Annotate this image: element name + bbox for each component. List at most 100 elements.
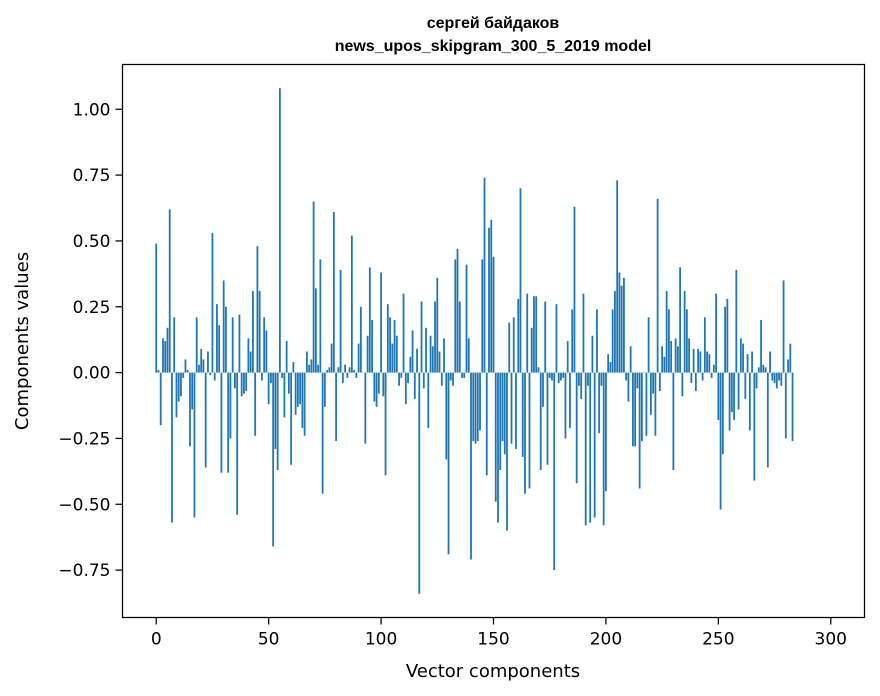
bar (775, 372, 778, 389)
bar (263, 317, 266, 373)
bar (231, 317, 234, 373)
bar (420, 301, 423, 373)
bar (611, 309, 614, 373)
bar (243, 372, 245, 394)
chart-title-line-1: сергей байдаков (427, 15, 560, 32)
bar (542, 372, 544, 407)
bar (247, 338, 250, 373)
bar (252, 290, 254, 373)
bar (274, 372, 277, 449)
bar (551, 372, 553, 381)
bar (393, 319, 396, 373)
bar (193, 372, 196, 518)
bar (216, 304, 218, 373)
bar (787, 359, 789, 373)
bar (290, 372, 293, 465)
bar (602, 372, 605, 526)
bar (368, 267, 371, 373)
bar (510, 372, 513, 444)
bar (189, 372, 191, 447)
bar (182, 372, 185, 378)
bar (632, 372, 634, 447)
bar (701, 372, 704, 381)
bar (699, 351, 702, 373)
bar (712, 364, 715, 373)
bar (647, 317, 650, 373)
bar (665, 290, 668, 373)
bar (463, 372, 466, 378)
bar (413, 372, 416, 399)
bar (395, 335, 398, 373)
x-tick-label: 250 (702, 630, 734, 650)
bar (204, 372, 207, 468)
bar (737, 372, 740, 410)
bar (245, 372, 248, 392)
bar (294, 372, 297, 415)
bar (494, 372, 497, 502)
y-tick-label: 0.50 (73, 232, 111, 252)
bar (778, 372, 780, 381)
bar (481, 259, 484, 373)
bar (429, 335, 432, 373)
bar (703, 317, 706, 373)
x-tick-label: 0 (151, 630, 162, 650)
bar (780, 372, 783, 386)
bar (418, 372, 421, 594)
x-axis-ticks: 0 50 100 150 200 250 300 (151, 617, 847, 650)
bar (332, 211, 335, 373)
bar (384, 372, 387, 476)
bar (638, 372, 641, 489)
bar (303, 372, 306, 436)
bar (636, 372, 639, 389)
y-tick-label: 1.00 (73, 100, 111, 120)
bar (339, 269, 342, 373)
plot-frame (121, 63, 866, 619)
y-tick-label: −0.25 (58, 429, 110, 449)
bar (220, 372, 223, 473)
bar (658, 372, 661, 392)
bar (276, 372, 279, 471)
bar (746, 354, 749, 373)
chart-title-line-2: news_upos_skipgram_300_5_2019 model (335, 38, 652, 55)
bar (560, 372, 562, 381)
bar (382, 372, 385, 397)
bar (267, 372, 270, 405)
bar (213, 372, 216, 381)
bar (398, 372, 400, 386)
bar (350, 235, 353, 373)
bar (308, 364, 311, 373)
bar (373, 372, 376, 402)
y-tick-label: −0.75 (58, 561, 110, 581)
bar (591, 335, 594, 373)
bar (261, 372, 263, 381)
bar (195, 317, 198, 373)
bar (649, 372, 652, 415)
bar (533, 296, 535, 373)
bar (526, 293, 529, 373)
bar (427, 372, 430, 428)
bar (719, 372, 722, 510)
bar (524, 372, 526, 494)
bar (265, 330, 268, 373)
x-tick-label: 50 (258, 630, 280, 650)
bar (272, 372, 275, 547)
bar (557, 372, 560, 384)
bar (359, 306, 362, 373)
bar (620, 285, 623, 373)
bar (762, 364, 765, 373)
bar (476, 372, 479, 442)
bar (710, 372, 713, 378)
bar (375, 372, 378, 407)
bar (539, 372, 542, 471)
bar (598, 372, 601, 434)
bar (472, 372, 475, 442)
bar (618, 272, 621, 373)
bar (728, 372, 731, 431)
bar (357, 343, 360, 373)
bar (445, 372, 448, 460)
x-tick-label: 200 (590, 630, 622, 650)
bar (184, 359, 187, 373)
bar (654, 372, 657, 436)
bar (791, 372, 794, 442)
bar (434, 301, 436, 373)
